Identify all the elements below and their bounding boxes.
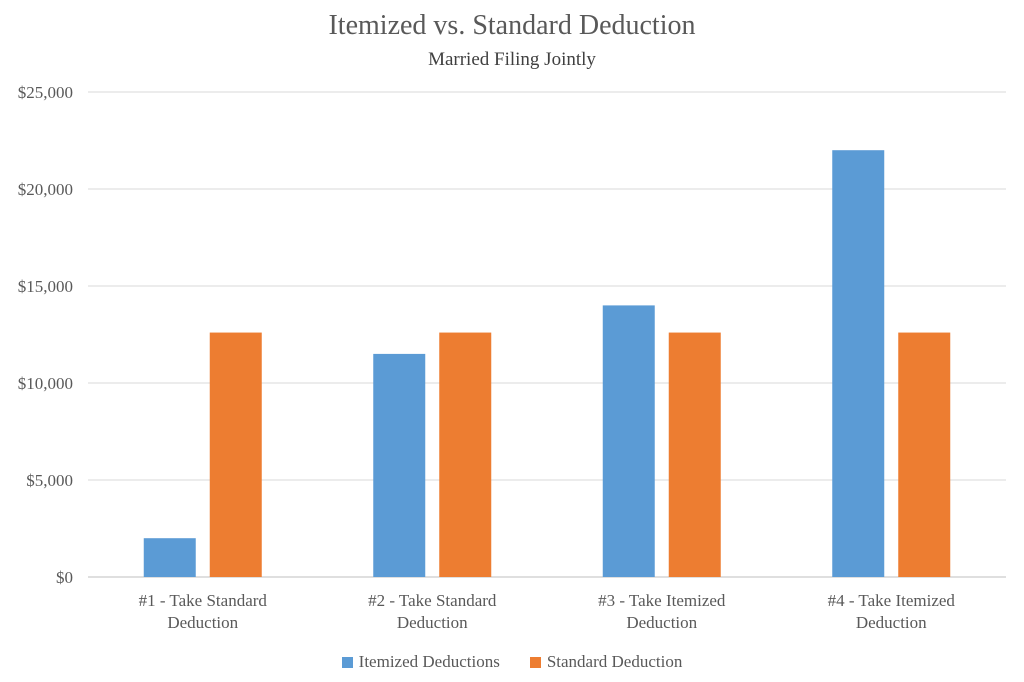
x-tick-label: #1 - Take Standard xyxy=(139,591,268,610)
legend-swatch-standard xyxy=(529,656,541,668)
bar-itemized xyxy=(832,150,885,577)
y-tick-label: $0 xyxy=(56,568,73,587)
y-tick-label: $10,000 xyxy=(18,374,73,393)
bar-itemized xyxy=(143,538,196,577)
legend-item-itemized: Itemized Deductions xyxy=(341,652,500,672)
bar-itemized xyxy=(373,353,426,577)
x-tick-label: Deduction xyxy=(626,613,697,632)
legend-label-standard: Standard Deduction xyxy=(546,652,683,671)
bar-itemized xyxy=(602,305,655,577)
chart-title: Itemized vs. Standard Deduction xyxy=(328,10,696,41)
bar-standard xyxy=(439,332,492,577)
legend-swatch-itemized xyxy=(341,656,353,668)
legend-item-standard: Standard Deduction xyxy=(529,652,683,672)
x-tick-label: #3 - Take Itemized xyxy=(598,591,726,610)
chart-legend: Itemized Deductions Standard Deduction xyxy=(0,652,1024,672)
legend-label-itemized: Itemized Deductions xyxy=(358,652,500,671)
bar-standard xyxy=(898,332,951,577)
x-tick-label: Deduction xyxy=(856,613,927,632)
x-tick-label: #2 - Take Standard xyxy=(368,591,497,610)
bar-standard xyxy=(209,332,262,577)
y-tick-label: $5,000 xyxy=(26,471,73,490)
x-tick-label: Deduction xyxy=(397,613,468,632)
x-tick-label: #4 - Take Itemized xyxy=(828,591,956,610)
y-tick-label: $15,000 xyxy=(18,277,73,296)
x-tick-label: Deduction xyxy=(167,613,238,632)
y-tick-label: $20,000 xyxy=(18,180,73,199)
bar-standard xyxy=(668,332,721,577)
chart-subtitle: Married Filing Jointly xyxy=(428,49,596,70)
y-tick-label: $25,000 xyxy=(18,83,73,102)
